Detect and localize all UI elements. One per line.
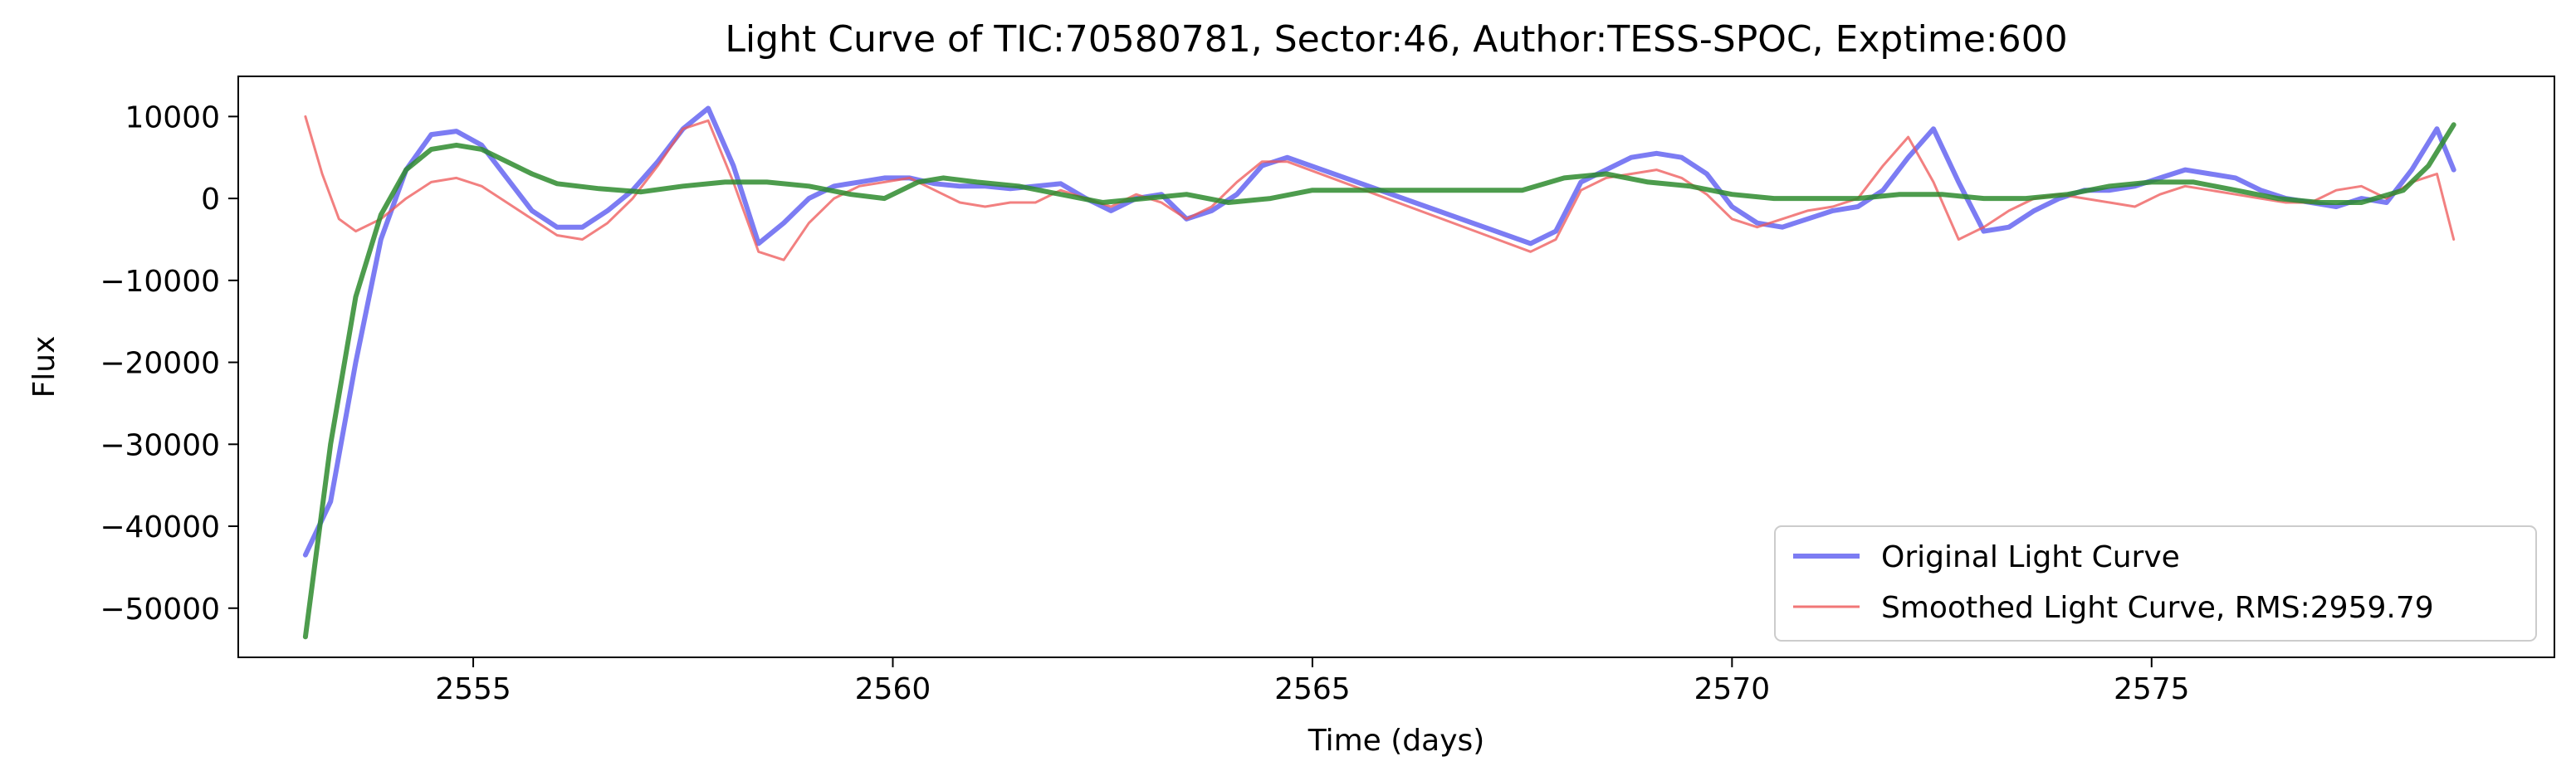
y-tick-label: 10000: [125, 100, 220, 134]
plot-frame: [237, 76, 2555, 658]
x-tick-label: 2565: [1274, 672, 1351, 706]
x-tick-label: 2570: [1694, 672, 1771, 706]
y-axis-label: Flux: [27, 336, 61, 398]
y-axis-ticks: 10000 0 −10000 −20000 −30000 −40000 −50000: [100, 100, 238, 627]
x-tick-label: 2560: [855, 672, 931, 706]
x-tick-label: 2555: [435, 672, 511, 706]
x-axis-ticks: 2555 2560 2565 2570 2575: [435, 657, 2190, 706]
series-layer: [302, 105, 2456, 640]
y-tick-label: 0: [201, 183, 220, 217]
x-tick-label: 2575: [2114, 672, 2190, 706]
series-line-fit: [302, 122, 2456, 640]
series-line-smoothed: [304, 115, 2456, 261]
legend-label-original: Original Light Curve: [1881, 540, 2180, 574]
y-tick-label: −10000: [100, 265, 220, 299]
y-tick-label: −30000: [100, 428, 220, 462]
y-tick-label: −50000: [100, 593, 220, 627]
legend: Original Light Curve Smoothed Light Curv…: [1774, 525, 2537, 642]
chart-title: Light Curve of TIC:70580781, Sector:46, …: [725, 18, 2067, 61]
x-axis-label: Time (days): [1308, 724, 1485, 758]
legend-label-smoothed: Smoothed Light Curve, RMS:2959.79: [1881, 591, 2434, 625]
y-tick-label: −20000: [100, 347, 220, 381]
series-line-original: [302, 105, 2456, 558]
y-tick-label: −40000: [100, 510, 220, 544]
legend-box: [1774, 525, 2537, 642]
